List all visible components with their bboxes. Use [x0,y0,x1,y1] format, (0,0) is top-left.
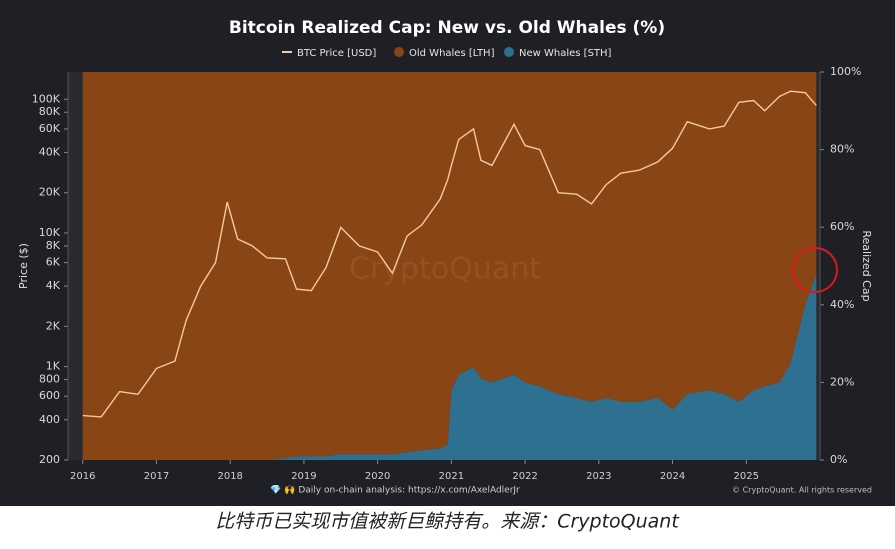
y-tick-label: 100K [32,92,61,105]
x-tick-label: 2021 [439,471,464,482]
y-tick-label: 600 [39,389,60,402]
stacked-area [82,273,817,460]
y2-tick-label: 40% [830,298,854,311]
y2-axis-title: Realized Cap [860,230,873,301]
y2-tick-label: 0% [830,453,847,466]
y2-tick-label: 20% [830,375,854,388]
x-tick-label: 2022 [512,471,537,482]
caption: 比特币已实现市值被新巨鲸持有。来源：CryptoQuant [215,511,680,533]
x-tick-label: 2017 [144,471,169,482]
footer-source: 💎 🙌 Daily on-chain analysis: https://x.c… [270,485,520,496]
y-tick-label: 800 [39,373,60,386]
x-tick-label: 2019 [291,471,316,482]
legend-label: Old Whales [LTH] [409,48,495,59]
price-line [82,90,817,418]
stacked-area [82,72,817,460]
y-tick-label: 8K [46,239,61,252]
y-tick-label: 400 [39,413,60,426]
y-tick-label: 4K [46,279,61,292]
y-tick-label: 6K [46,256,61,269]
y-tick-label: 200 [39,453,60,466]
y2-tick-label: 60% [830,220,854,233]
y-tick-label: 20K [39,186,61,199]
x-tick-label: 2024 [660,471,685,482]
legend-swatch [504,47,514,57]
legend-label: BTC Price [USD] [297,48,376,59]
y-axis-title: Price ($) [17,243,30,289]
y-tick-label: 80K [39,105,61,118]
y-tick-label: 2K [46,319,61,332]
y-tick-label: 10K [39,226,61,239]
y-tick-label: 40K [39,145,61,158]
x-tick-label: 2018 [217,471,242,482]
x-tick-label: 2016 [70,471,95,482]
highlight-circle [792,247,838,293]
y-tick-label: 1K [46,360,61,373]
legend-label: New Whales [STH] [519,48,612,59]
x-tick-label: 2025 [734,471,759,482]
y2-tick-label: 80% [830,143,854,156]
y2-tick-label: 100% [830,65,861,78]
x-tick-label: 2023 [586,471,611,482]
x-tick-label: 2020 [365,471,390,482]
chart-title: Bitcoin Realized Cap: New vs. Old Whales… [229,18,665,38]
footer-copyright: © CryptoQuant. All rights reserved [732,486,872,495]
watermark: CryptoQuant [349,252,541,287]
y-tick-label: 60K [39,122,61,135]
legend-swatch [394,47,404,57]
